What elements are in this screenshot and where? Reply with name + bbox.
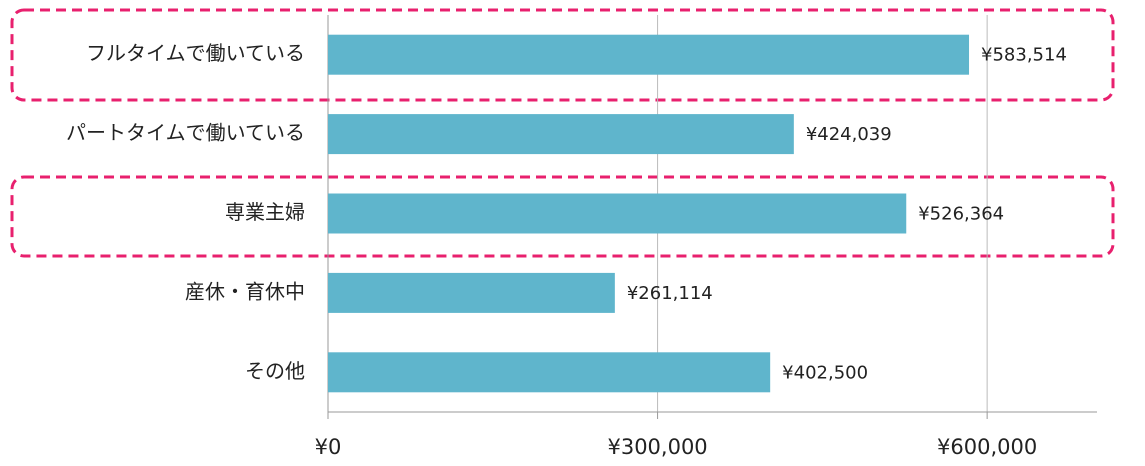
highlight-box [10, 8, 1115, 102]
y-tick-label: 専業主婦 [225, 200, 305, 224]
bar [328, 114, 794, 155]
y-tick-label: 産休・育休中 [185, 279, 305, 303]
data-label: ¥424,039 [806, 124, 892, 145]
data-label: ¥402,500 [782, 362, 868, 383]
y-tick-label: フルタイムで働いている [86, 41, 305, 65]
y-tick-label: その他 [245, 359, 305, 383]
bar [328, 34, 970, 75]
bar [328, 193, 907, 234]
bar [328, 352, 771, 393]
data-label: ¥261,114 [627, 283, 713, 304]
x-tick-label: ¥600,000 [937, 435, 1037, 459]
data-label: ¥583,514 [981, 45, 1067, 66]
data-label: ¥526,364 [918, 204, 1004, 225]
x-tick-label: ¥0 [315, 435, 342, 459]
bar [328, 272, 615, 313]
x-tick-label: ¥300,000 [607, 435, 707, 459]
y-tick-label: パートタイムで働いている [66, 121, 305, 145]
highlight-box [10, 175, 1115, 258]
